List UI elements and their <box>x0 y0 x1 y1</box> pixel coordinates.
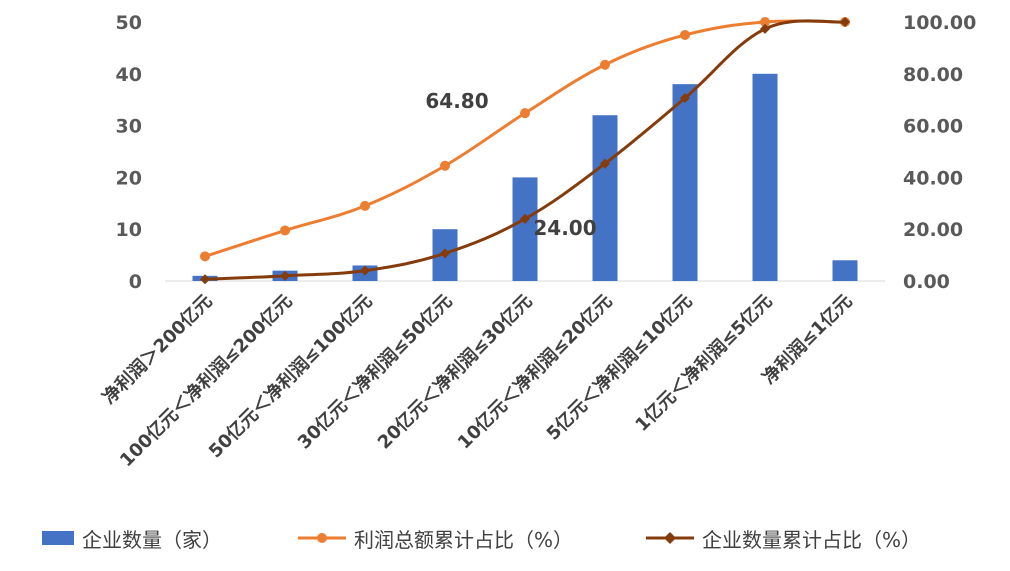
line-point <box>280 270 290 281</box>
left-y-axis: 0 10 20 30 40 50 <box>116 12 142 293</box>
legend-label: 利润总额累计占比（%） <box>354 527 574 552</box>
right-y-tick-label: 20.00 <box>903 219 963 241</box>
bar <box>832 260 858 281</box>
line-point <box>760 23 770 34</box>
line-point <box>680 29 690 40</box>
x-category-label: 20亿元＜净利润≤30亿元 <box>373 290 536 453</box>
line-point <box>200 274 210 285</box>
bar-series <box>192 73 858 282</box>
left-y-tick-label: 20 <box>116 167 142 189</box>
legend-label: 企业数量（家） <box>82 527 222 552</box>
data-label: 24.00 <box>533 216 596 240</box>
legend-item: 利润总额累计占比（%） <box>298 518 573 558</box>
legend-circle-line-swatch <box>298 533 346 543</box>
x-category-label: 10亿元＜净利润≤20亿元 <box>453 290 616 453</box>
left-y-tick-label: 10 <box>116 219 142 241</box>
legend-item: 企业数量累计占比（%） <box>646 518 921 558</box>
legend-label: 企业数量累计占比（%） <box>702 527 922 552</box>
line-point <box>600 59 610 70</box>
line-point <box>440 160 450 171</box>
x-category-label: 5亿元＜净利润≤10亿元 <box>542 290 697 445</box>
left-y-tick-label: 0 <box>129 271 142 293</box>
bar <box>672 84 698 281</box>
x-axis-category-labels: 净利润＞200亿元100亿元＜净利润≤200亿元50亿元＜净利润≤100亿元30… <box>98 290 856 471</box>
left-y-tick-label: 30 <box>116 116 142 138</box>
x-category-label: 100亿元＜净利润≤200亿元 <box>115 290 296 471</box>
right-y-axis: 0.00 20.00 40.00 60.00 80.00 100.00 <box>903 12 976 293</box>
right-y-tick-label: 80.00 <box>903 64 963 86</box>
left-y-tick-label: 40 <box>116 64 142 86</box>
line-point <box>520 213 530 224</box>
right-y-tick-label: 60.00 <box>903 116 963 138</box>
line-point <box>680 92 690 103</box>
line-point <box>360 265 370 276</box>
line-point <box>360 200 370 211</box>
line-point <box>440 248 450 259</box>
bar <box>512 177 538 281</box>
x-category-label: 1亿元＜净利润≤5亿元 <box>631 290 777 436</box>
data-label: 64.80 <box>425 89 488 113</box>
line-point <box>520 108 530 119</box>
legend-item: 企业数量（家） <box>42 518 222 558</box>
x-category-label: 50亿元＜净利润≤100亿元 <box>204 290 376 462</box>
right-y-tick-label: 40.00 <box>903 167 963 189</box>
line-point <box>840 17 850 27</box>
line-point <box>760 17 770 27</box>
right-y-tick-label: 0.00 <box>903 271 950 293</box>
bar <box>592 115 618 282</box>
series-line <box>204 19 846 281</box>
legend: 企业数量（家） 利润总额累计占比（%） 企业数量累计占比（%） <box>0 518 1010 558</box>
left-y-tick-label: 50 <box>116 12 142 34</box>
line-series <box>200 17 850 285</box>
legend-diamond-line-swatch <box>646 532 694 544</box>
legend-bar-swatch <box>42 531 74 545</box>
right-y-tick-label: 100.00 <box>903 12 976 34</box>
chart-area: 0 10 20 30 40 50 0.00 20.00 40.00 60.00 80.00 100.… <box>98 12 976 471</box>
bar <box>752 73 778 281</box>
x-category-label: 30亿元＜净利润≤50亿元 <box>293 290 456 453</box>
line-point <box>600 158 610 169</box>
line-point <box>280 225 290 236</box>
line-point <box>200 251 210 262</box>
